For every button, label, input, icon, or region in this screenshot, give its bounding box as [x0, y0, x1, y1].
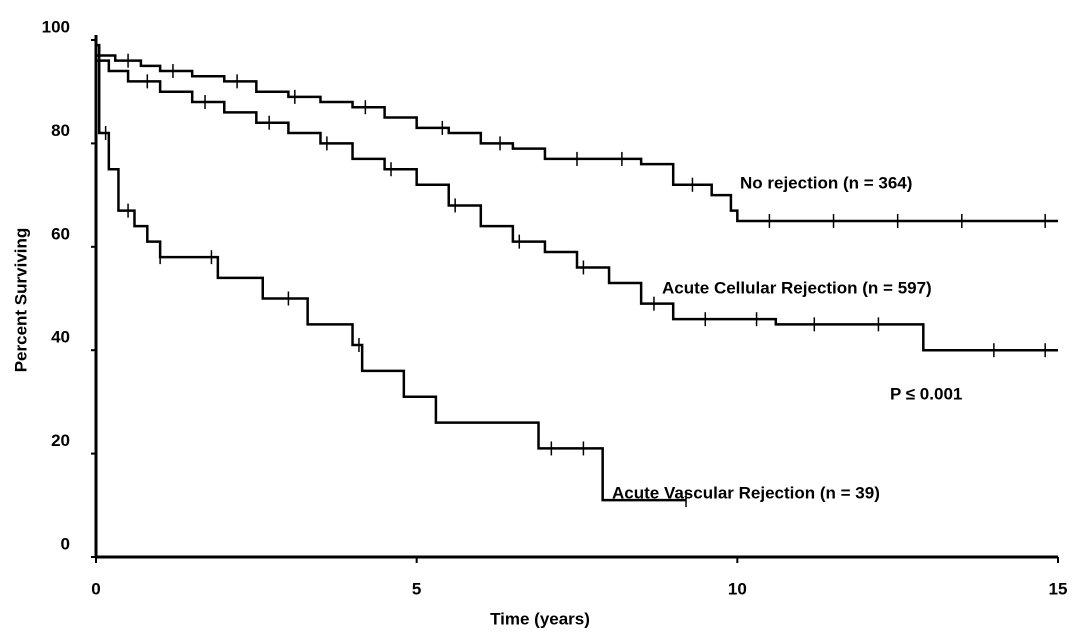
- x-tick-label: 5: [412, 579, 421, 598]
- y-tick-label: 60: [51, 224, 70, 243]
- x-tick-label: 15: [1049, 579, 1068, 598]
- survival-curve: [96, 54, 1058, 223]
- series-label: Acute Vascular Rejection (n = 39): [612, 483, 880, 502]
- x-tick-label: 10: [728, 579, 747, 598]
- y-tick-label: 20: [51, 431, 70, 450]
- series-label: Acute Cellular Rejection (n = 597): [662, 278, 932, 297]
- annotation: P ≤ 0.001: [890, 384, 962, 403]
- series-label: No rejection (n = 364): [740, 173, 912, 192]
- y-axis-label: Percent Surviving: [11, 228, 30, 373]
- x-axis-label: Time (years): [490, 609, 590, 628]
- y-tick-label: 40: [51, 328, 70, 347]
- y-tick-label: 0: [61, 534, 70, 553]
- y-tick-label: 100: [42, 17, 70, 36]
- y-tick-label: 80: [51, 121, 70, 140]
- survival-curve: [96, 43, 687, 502]
- x-tick-label: 0: [91, 579, 100, 598]
- survival-curve: [96, 59, 1058, 352]
